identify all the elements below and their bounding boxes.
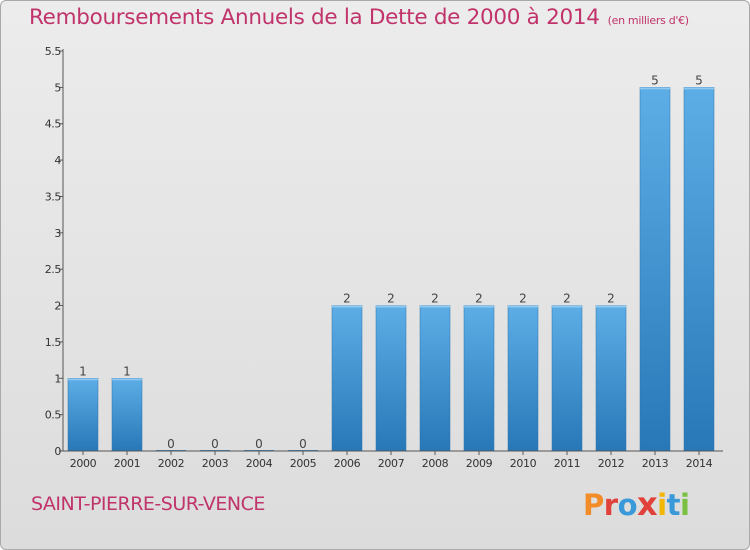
- commune-name: SAINT-PIERRE-SUR-VENCE: [31, 493, 265, 515]
- y-tick-label-3: 3: [54, 227, 61, 240]
- unit-note: (en milliers d'€): [607, 14, 689, 27]
- x-tick-label-2012: 2012: [598, 457, 624, 470]
- bar-highlight-2007: [376, 305, 406, 308]
- y-tick-label-4.5: 4.5: [45, 118, 62, 131]
- data-label-2005: 0: [299, 437, 307, 451]
- y-tick-label-0: 0: [54, 445, 61, 458]
- data-label-2008: 2: [431, 292, 439, 306]
- x-tick-label-2010: 2010: [510, 457, 537, 470]
- bar-2009: [463, 305, 495, 452]
- x-tick-label-2007: 2007: [378, 457, 405, 470]
- logo-letter: i: [679, 488, 690, 522]
- logo-letter: r: [603, 488, 618, 522]
- data-label-2014: 5: [695, 73, 703, 87]
- logo-letter: P: [583, 488, 604, 522]
- logo-letter: x: [637, 485, 658, 523]
- data-label-2001: 1: [123, 364, 131, 378]
- data-label-2003: 0: [211, 437, 219, 451]
- y-tick-label-3.5: 3.5: [45, 190, 62, 203]
- bar-highlight-2009: [464, 305, 494, 308]
- data-label-2007: 2: [387, 292, 395, 306]
- bar-2006: [331, 305, 363, 452]
- bar-2014: [683, 87, 715, 452]
- x-tick-label-2002: 2002: [158, 457, 184, 470]
- x-tick-label-2014: 2014: [686, 457, 713, 470]
- data-label-2004: 0: [255, 437, 263, 451]
- bar-2010: [507, 305, 539, 452]
- proxiti-logo[interactable]: Proxiti: [583, 485, 690, 523]
- x-tick-label-2000: 2000: [70, 457, 97, 470]
- data-label-2011: 2: [563, 292, 571, 306]
- bar-2008: [419, 305, 451, 452]
- bar-highlight-2014: [684, 87, 714, 90]
- x-tick-label-2003: 2003: [202, 457, 229, 470]
- bar-2001: [111, 378, 143, 452]
- data-label-2010: 2: [519, 292, 527, 306]
- bar-highlight-2012: [596, 305, 626, 308]
- chart-title: Remboursements Annuels de la Dette de 20…: [29, 5, 689, 30]
- data-label-2013: 5: [651, 73, 659, 87]
- bar-highlight-2000: [68, 378, 98, 381]
- x-tick-label-2011: 2011: [554, 457, 580, 470]
- bar-2011: [551, 305, 583, 452]
- x-tick-label-2009: 2009: [466, 457, 493, 470]
- x-tick-label-2013: 2013: [642, 457, 669, 470]
- data-label-2002: 0: [167, 437, 175, 451]
- bar-highlight-2011: [552, 305, 582, 308]
- bar-highlight-2006: [332, 305, 362, 308]
- y-tick-label-5.5: 5.5: [45, 45, 62, 58]
- x-tick-label-2005: 2005: [290, 457, 317, 470]
- x-tick-label-2004: 2004: [246, 457, 273, 470]
- logo-letter: t: [666, 488, 681, 522]
- y-tick-label-0.5: 0.5: [45, 409, 62, 422]
- data-label-2006: 2: [343, 292, 351, 306]
- data-label-2000: 1: [79, 364, 87, 378]
- data-label-2009: 2: [475, 292, 483, 306]
- bar-highlight-2008: [420, 305, 450, 308]
- y-tick-label-1.5: 1.5: [45, 336, 62, 349]
- bar-2012: [595, 305, 627, 452]
- bar-2000: [67, 378, 99, 452]
- x-tick-label-2008: 2008: [422, 457, 449, 470]
- logo-letter: o: [617, 488, 638, 522]
- bar-highlight-2010: [508, 305, 538, 308]
- y-tick-label-5: 5: [54, 81, 61, 94]
- y-tick-label-4: 4: [54, 154, 61, 167]
- y-tick-label-2: 2: [54, 300, 61, 313]
- bar-2013: [639, 87, 671, 452]
- y-tick-label-2.5: 2.5: [45, 263, 62, 276]
- data-label-2012: 2: [607, 292, 615, 306]
- x-tick-label-2006: 2006: [334, 457, 361, 470]
- bar-2007: [375, 305, 407, 452]
- bar-highlight-2013: [640, 87, 670, 90]
- logo-letter: i: [657, 488, 667, 522]
- x-tick-label-2001: 2001: [114, 457, 140, 470]
- bar-highlight-2001: [112, 378, 142, 381]
- y-tick-label-1: 1: [54, 372, 61, 385]
